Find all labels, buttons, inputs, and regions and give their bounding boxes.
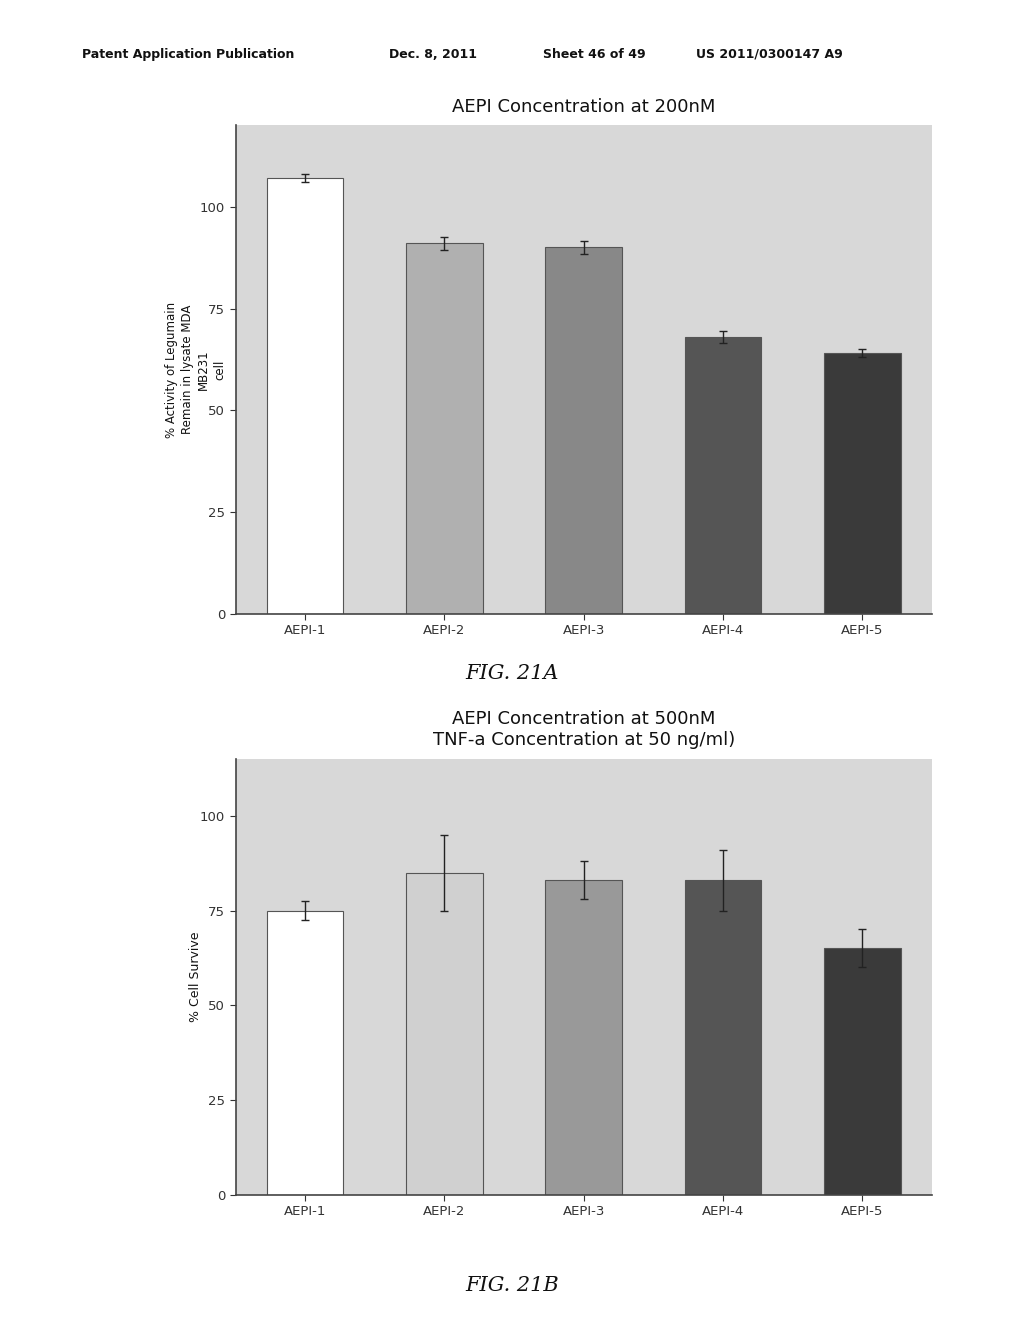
Y-axis label: % Activity of Legumain
Remain in lysate MDA
MB231
cell: % Activity of Legumain Remain in lysate … (165, 301, 226, 438)
Bar (685, 337, 761, 614)
Text: US 2011/0300147 A9: US 2011/0300147 A9 (696, 48, 843, 61)
Bar (824, 354, 900, 614)
Bar (824, 948, 900, 1195)
Bar (685, 880, 761, 1195)
Title: AEPI Concentration at 500nM
TNF-a Concentration at 50 ng/ml): AEPI Concentration at 500nM TNF-a Concen… (432, 710, 735, 750)
Bar (267, 911, 343, 1195)
Bar (267, 178, 343, 614)
Bar (546, 880, 622, 1195)
Bar (407, 873, 482, 1195)
Text: Patent Application Publication: Patent Application Publication (82, 48, 294, 61)
Text: Dec. 8, 2011: Dec. 8, 2011 (389, 48, 477, 61)
Title: AEPI Concentration at 200nM: AEPI Concentration at 200nM (452, 98, 716, 116)
Text: FIG. 21B: FIG. 21B (465, 1276, 559, 1295)
Bar (546, 248, 622, 614)
Bar (407, 243, 482, 614)
Text: FIG. 21A: FIG. 21A (465, 664, 559, 682)
Y-axis label: % Cell Survive: % Cell Survive (189, 932, 202, 1022)
Text: Sheet 46 of 49: Sheet 46 of 49 (543, 48, 645, 61)
